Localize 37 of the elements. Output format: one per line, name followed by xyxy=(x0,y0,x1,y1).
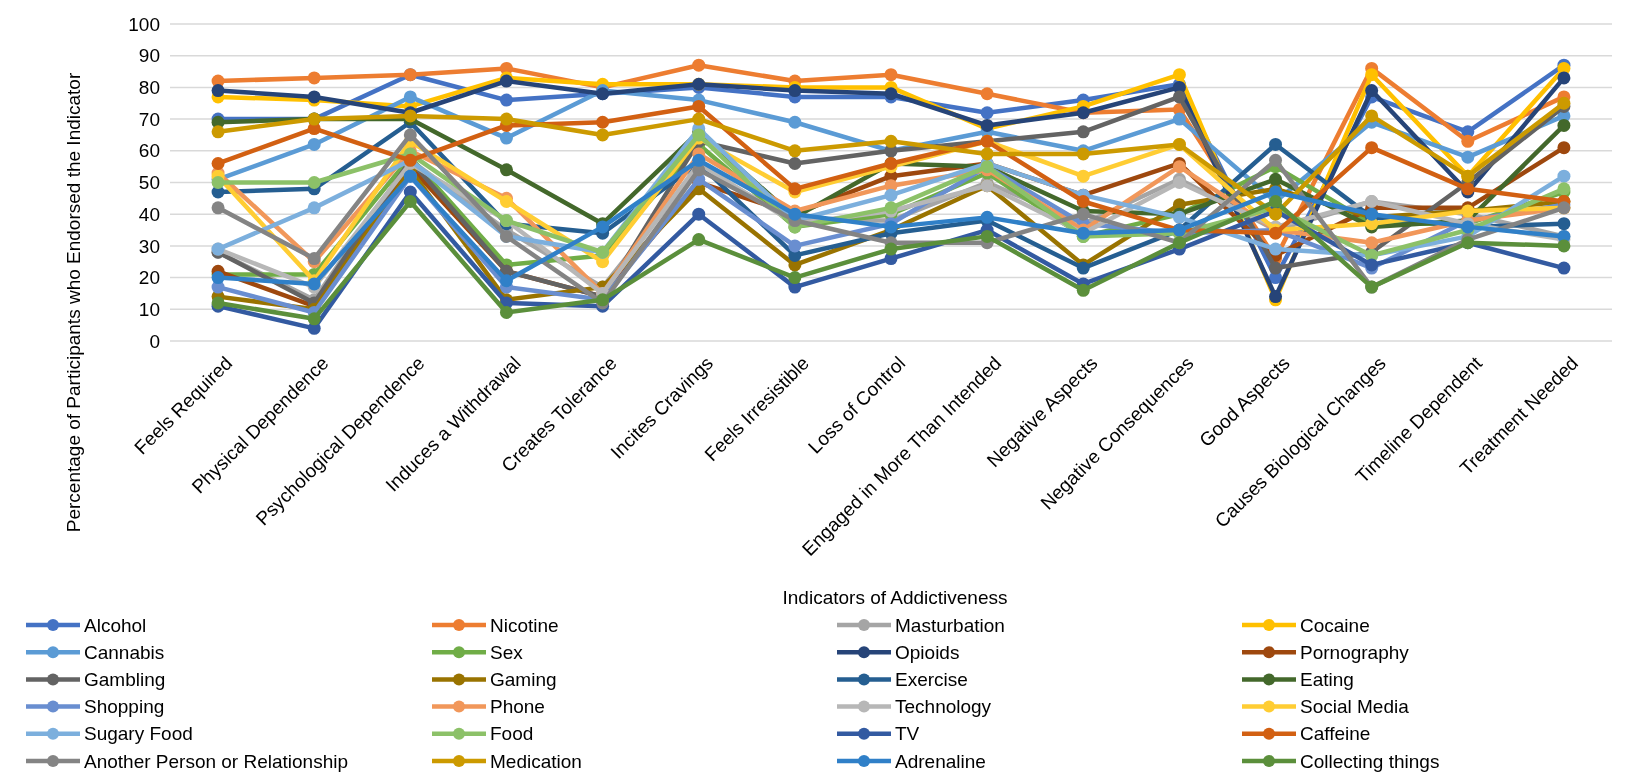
legend-label: Nicotine xyxy=(490,614,559,636)
y-axis-title: Percentage of Participants who Endorsed the Indicator xyxy=(63,72,84,533)
legend-label: Sex xyxy=(490,641,524,663)
y-tick-label: 90 xyxy=(138,45,160,67)
legend-label: Shopping xyxy=(84,696,165,718)
legend-label: Adrenaline xyxy=(895,750,986,772)
y-tick-label: 100 xyxy=(128,13,160,35)
legend-label: Opioids xyxy=(895,641,960,663)
legend-label: Masturbation xyxy=(895,614,1005,636)
legend-label: Gaming xyxy=(490,669,557,691)
y-tick-label: 60 xyxy=(138,140,160,162)
legend-label: Eating xyxy=(1300,669,1354,691)
legend-label: Medication xyxy=(490,750,582,772)
legend-label: Gambling xyxy=(84,669,166,691)
y-tick-label: 0 xyxy=(149,330,160,352)
y-tick-label: 50 xyxy=(138,172,160,194)
legend-label: Social Media xyxy=(1300,696,1410,718)
legend-label: Pornography xyxy=(1300,641,1410,663)
y-tick-label: 20 xyxy=(138,267,160,289)
legend-label: Another Person or Relationship xyxy=(84,750,349,772)
y-tick-label: 30 xyxy=(138,235,160,257)
legend-label: Cannabis xyxy=(84,641,165,663)
x-axis-title: Indicators of Addictiveness xyxy=(782,587,1008,608)
y-tick-label: 10 xyxy=(138,298,160,320)
legend-label: Cocaine xyxy=(1300,614,1370,636)
legend-label: Food xyxy=(490,723,534,745)
y-tick-label: 40 xyxy=(138,203,160,225)
legend-label: Collecting things xyxy=(1300,750,1440,772)
y-tick-label: 80 xyxy=(138,77,160,99)
legend-label: Technology xyxy=(895,696,992,718)
legend-label: Alcohol xyxy=(84,614,147,636)
legend-label: TV xyxy=(895,723,920,745)
legend-label: Sugary Food xyxy=(84,723,193,745)
legend-label: Phone xyxy=(490,696,545,718)
legend-label: Caffeine xyxy=(1300,723,1371,745)
legend-label: Exercise xyxy=(895,669,968,691)
y-tick-label: 70 xyxy=(138,108,160,130)
